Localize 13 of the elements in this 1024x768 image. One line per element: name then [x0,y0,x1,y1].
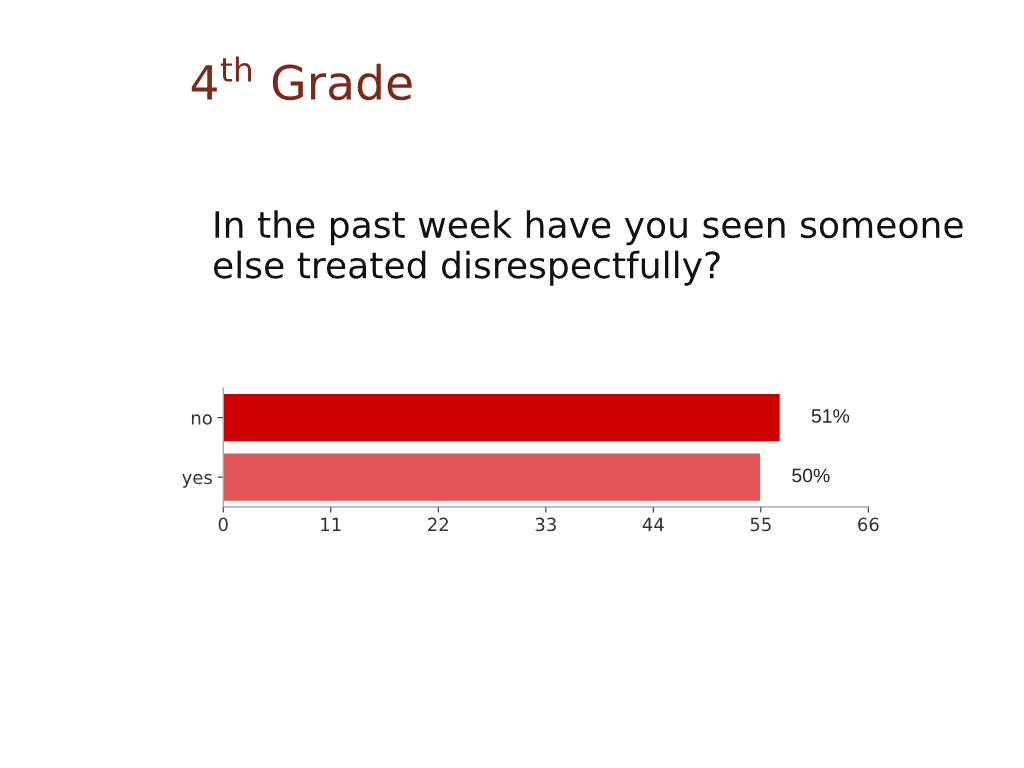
x-tick-label: 11 [321,517,341,532]
x-tick-label: 44 [642,517,664,532]
x-tick-label: 55 [750,517,771,532]
x-tick-label: 22 [428,517,448,532]
x-tick-label: 33 [535,517,556,532]
y-tick-label: no [191,414,212,425]
x-tick-label: 66 [858,517,879,532]
chart-subtitle: In the past week have you seen someone else treated disrespectfully? [213,210,963,286]
y-tick-label: yes [182,473,212,488]
x-tick-label: 0 [218,517,228,532]
chart-title: 4$^{th}$ Grade [191,56,412,101]
annotation: 50% [792,468,830,483]
annotation: 51% [811,409,850,423]
